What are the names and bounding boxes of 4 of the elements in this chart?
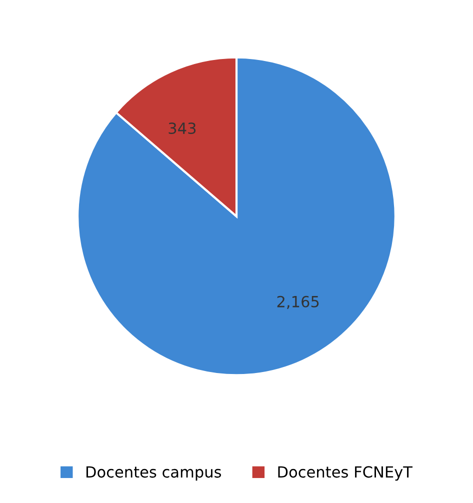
legend-label: Docentes campus [86,466,222,481]
data-label: 2,165 [277,296,319,309]
legend-label: Docentes FCNEyT [278,466,413,481]
data-label: 343 [168,122,196,134]
